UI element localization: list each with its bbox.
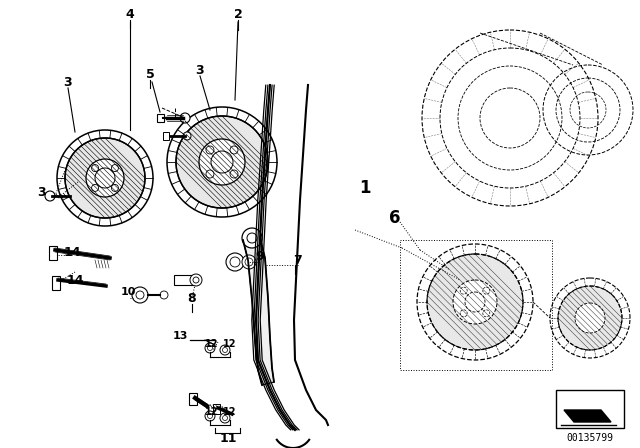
- Circle shape: [86, 159, 124, 197]
- Circle shape: [230, 146, 238, 154]
- Circle shape: [211, 151, 233, 173]
- Circle shape: [558, 286, 622, 350]
- Circle shape: [92, 164, 99, 172]
- Text: 7: 7: [294, 254, 302, 267]
- Circle shape: [205, 411, 215, 421]
- Circle shape: [65, 138, 145, 218]
- Text: 3: 3: [196, 64, 204, 77]
- Text: 3: 3: [38, 185, 46, 198]
- Text: 14: 14: [67, 273, 84, 287]
- Bar: [157, 114, 164, 122]
- Circle shape: [183, 132, 191, 140]
- Circle shape: [199, 139, 245, 185]
- Bar: [52, 276, 60, 290]
- Circle shape: [460, 287, 467, 294]
- Bar: [174, 275, 194, 285]
- Circle shape: [575, 303, 605, 333]
- Circle shape: [111, 164, 118, 172]
- Text: 14: 14: [63, 246, 81, 258]
- Text: 13: 13: [173, 331, 188, 341]
- Circle shape: [453, 280, 497, 324]
- Circle shape: [206, 146, 214, 154]
- Text: 9: 9: [256, 250, 264, 263]
- Circle shape: [226, 253, 244, 271]
- Text: 12: 12: [223, 339, 237, 349]
- Bar: [213, 404, 220, 414]
- Circle shape: [483, 310, 490, 317]
- Text: 00135799: 00135799: [566, 433, 614, 443]
- Text: 5: 5: [146, 68, 154, 81]
- Text: 3: 3: [64, 77, 72, 90]
- Polygon shape: [564, 410, 611, 422]
- Text: 2: 2: [234, 8, 243, 21]
- Circle shape: [247, 233, 257, 243]
- Circle shape: [483, 287, 490, 294]
- Circle shape: [111, 185, 118, 191]
- Circle shape: [95, 168, 115, 188]
- Text: 12: 12: [205, 339, 219, 349]
- Circle shape: [205, 343, 215, 353]
- PathPatch shape: [243, 238, 274, 385]
- Circle shape: [427, 254, 523, 350]
- Circle shape: [45, 191, 55, 201]
- Circle shape: [206, 170, 214, 178]
- Text: 11: 11: [220, 431, 237, 444]
- Bar: [163, 132, 169, 140]
- Text: 8: 8: [188, 292, 196, 305]
- Text: 4: 4: [125, 8, 134, 21]
- Text: 12: 12: [223, 407, 237, 417]
- Circle shape: [220, 413, 230, 423]
- Circle shape: [242, 255, 256, 269]
- Circle shape: [242, 228, 262, 248]
- Circle shape: [460, 310, 467, 317]
- Circle shape: [230, 170, 238, 178]
- Circle shape: [220, 345, 230, 355]
- Text: 12: 12: [205, 407, 219, 417]
- Bar: [189, 393, 197, 405]
- Text: 6: 6: [389, 209, 401, 227]
- Circle shape: [160, 291, 168, 299]
- Circle shape: [465, 292, 485, 312]
- Circle shape: [132, 287, 148, 303]
- Bar: [556, 390, 624, 428]
- Text: 1: 1: [359, 179, 371, 197]
- Text: 10: 10: [120, 287, 136, 297]
- Circle shape: [180, 113, 190, 123]
- Circle shape: [176, 116, 268, 208]
- Bar: [49, 246, 57, 260]
- Circle shape: [190, 274, 202, 286]
- Circle shape: [193, 277, 199, 283]
- Circle shape: [92, 185, 99, 191]
